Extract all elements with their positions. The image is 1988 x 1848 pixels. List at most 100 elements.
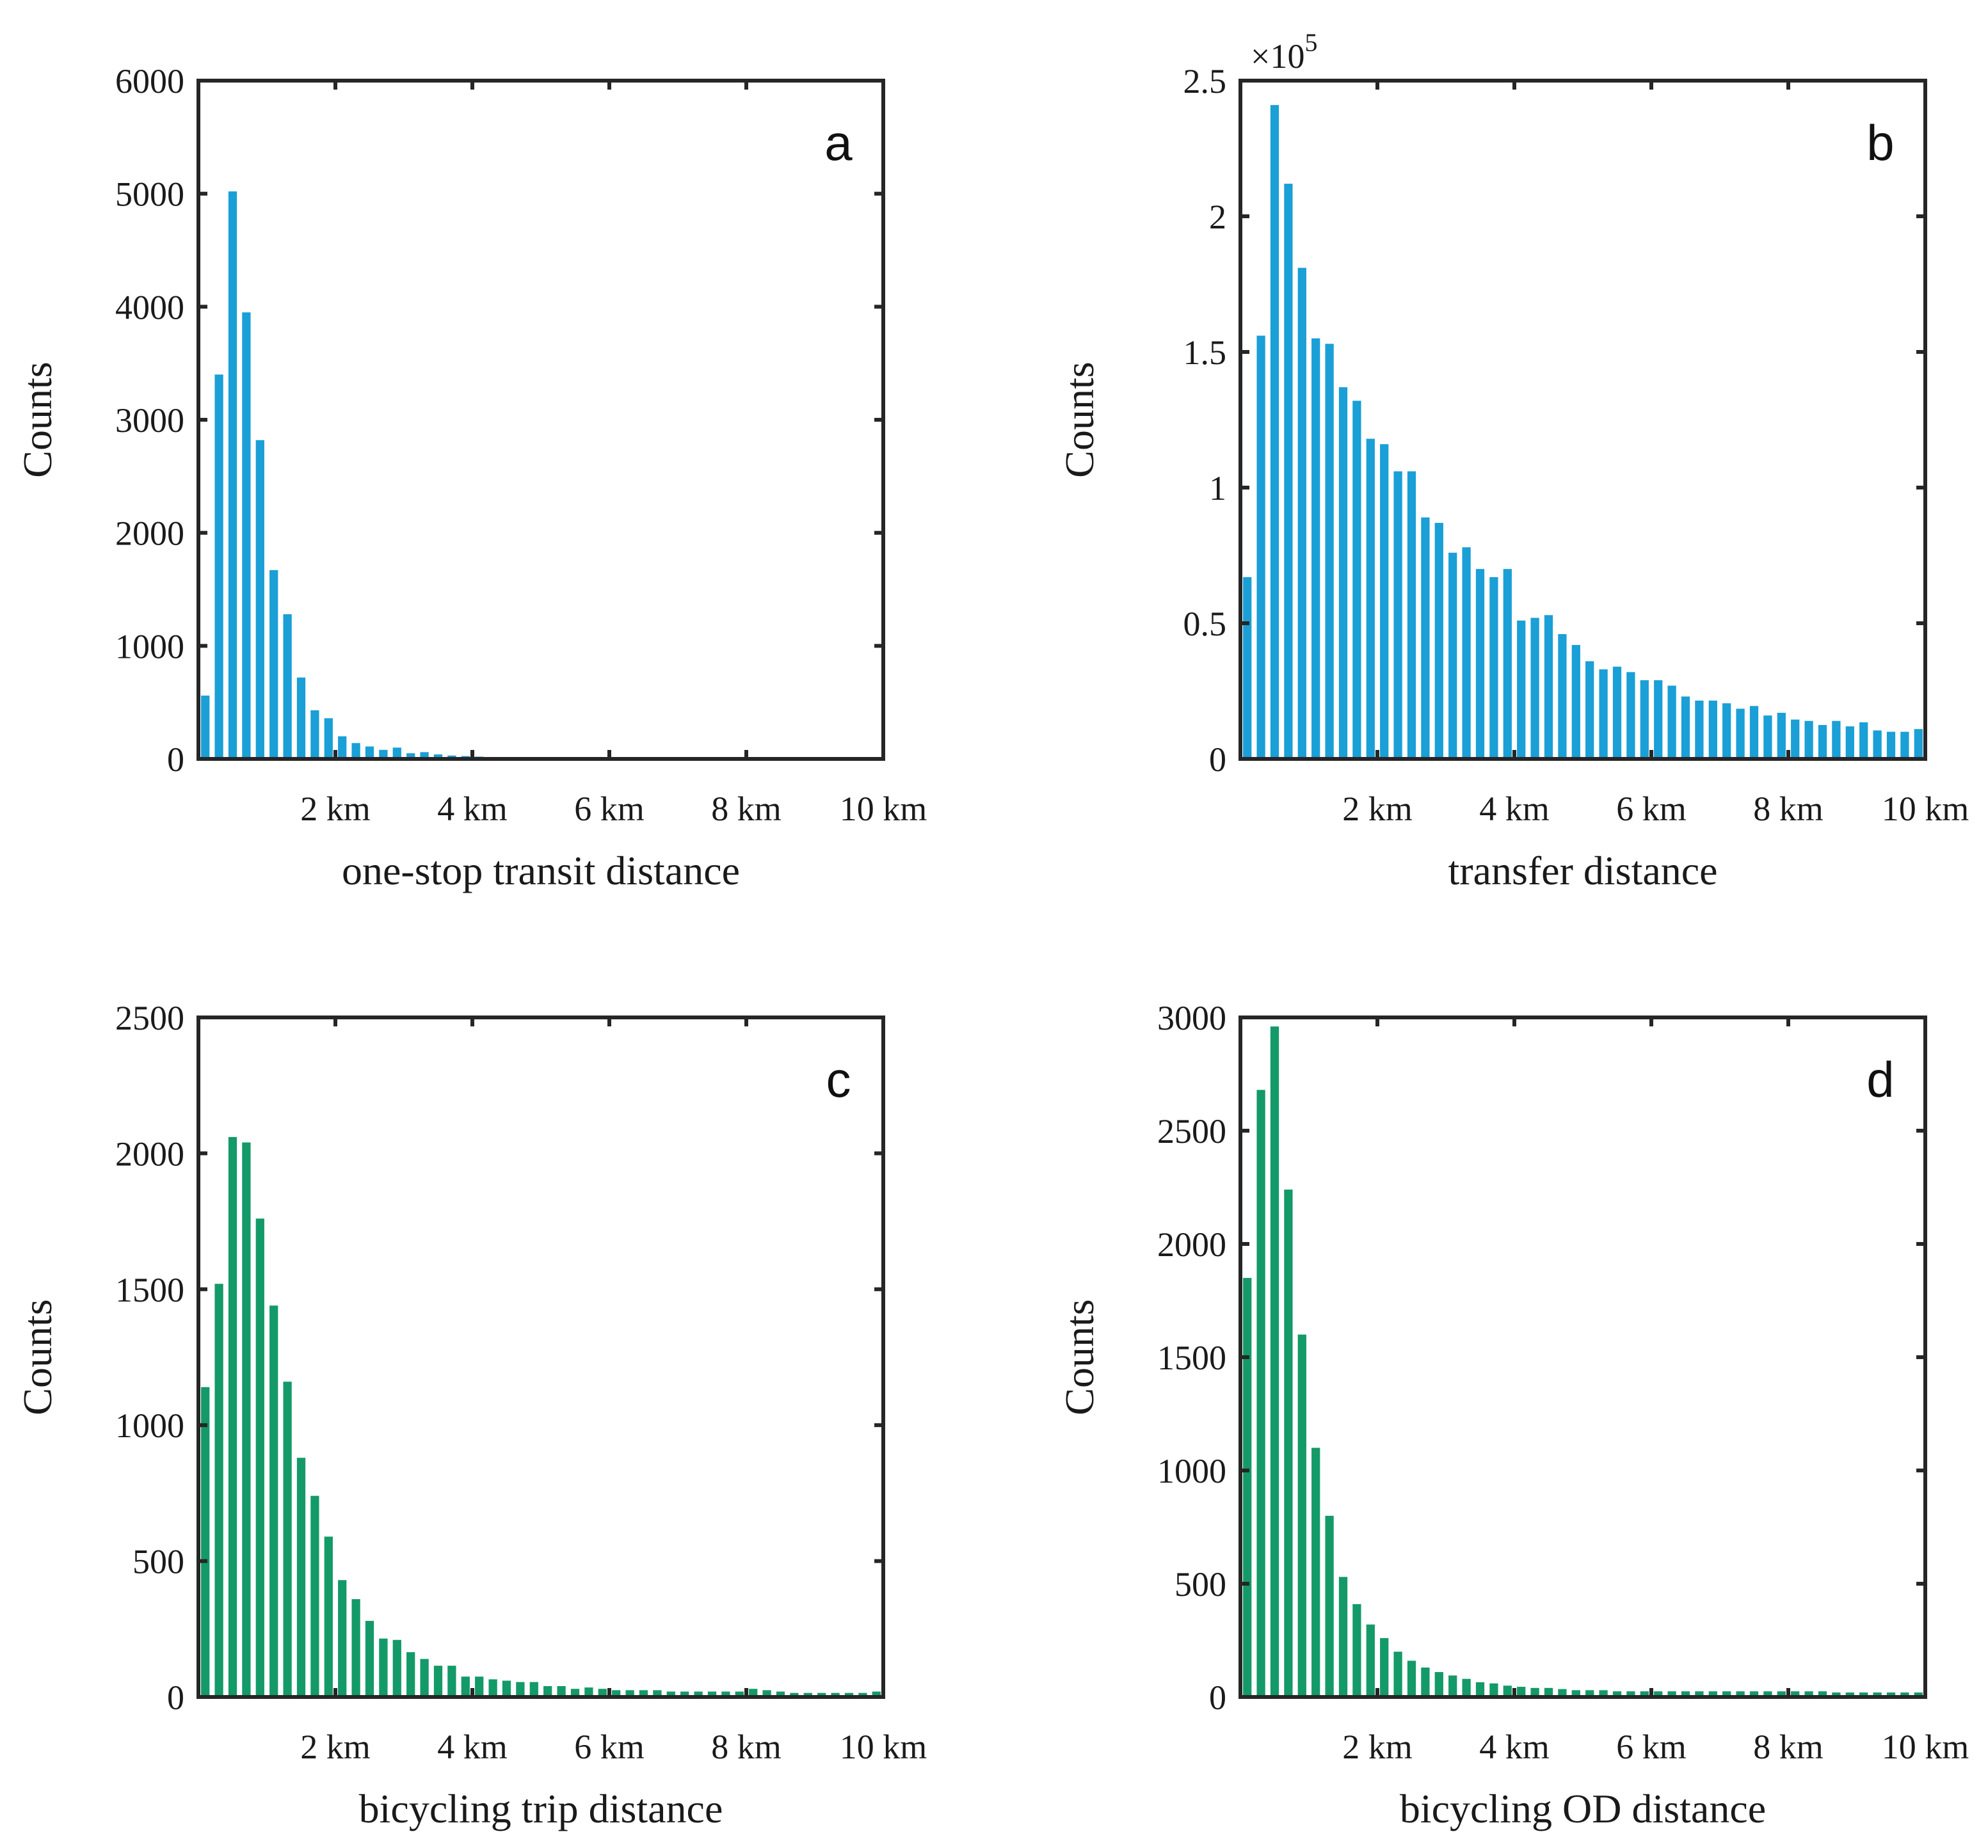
bar-b-26 [1599, 669, 1608, 759]
x-tick-label-c-2: 6 km [574, 1728, 645, 1766]
bar-d-39 [1777, 1691, 1786, 1697]
bar-d-0 [1243, 1278, 1252, 1697]
bar-c-24 [529, 1682, 538, 1697]
y-tick-label-a-2: 2000 [115, 514, 184, 553]
bar-c-20 [475, 1677, 484, 1697]
x-tick-label-c-1: 4 km [437, 1728, 508, 1766]
bar-b-29 [1640, 680, 1649, 759]
bar-a-6 [283, 614, 292, 759]
bar-b-4 [1297, 267, 1306, 759]
bar-b-9 [1366, 438, 1375, 759]
bar-c-17 [433, 1666, 443, 1697]
bar-b-12 [1407, 471, 1416, 759]
bar-d-30 [1654, 1691, 1663, 1697]
bar-d-7 [1338, 1577, 1348, 1697]
bar-b-24 [1571, 644, 1580, 759]
bar-c-26 [557, 1686, 566, 1697]
bar-b-47 [1886, 731, 1896, 759]
bar-b-30 [1654, 680, 1663, 759]
bar-c-15 [406, 1652, 415, 1697]
panel-c: 0 500 1000 1500 2000 2500 2 km 4 km 6 km 8 km 10 k… [15, 999, 927, 1831]
bar-d-24 [1571, 1690, 1580, 1697]
bar-b-1 [1256, 335, 1265, 759]
bar-d-25 [1585, 1690, 1594, 1697]
panel-b: 0 0.5 1 1.5 2 2.5 2 km 4 km 6 km 8 km 10 km transfe… [1057, 28, 1969, 893]
bar-c-45 [817, 1693, 826, 1697]
y-tick-label-b-2: 1 [1209, 469, 1226, 507]
bar-d-20 [1517, 1687, 1526, 1697]
y-tick-label-d-5: 2500 [1157, 1112, 1226, 1151]
bar-c-5 [269, 1305, 278, 1697]
x-tick-label-d-0: 2 km [1342, 1728, 1413, 1766]
bar-b-16 [1462, 547, 1471, 759]
y-tick-label-b-0: 0 [1209, 740, 1226, 779]
bar-c-36 [694, 1691, 703, 1697]
bar-d-43 [1832, 1692, 1841, 1697]
panel-d: 0 500 1000 1500 2000 2500 3000 2 km 4 km 6 km 8 km… [1057, 999, 1969, 1831]
axes-box-a [196, 79, 885, 761]
bar-d-18 [1489, 1683, 1498, 1697]
bar-b-8 [1352, 401, 1361, 759]
bar-c-16 [420, 1659, 429, 1697]
y-axis-title-c: Counts [15, 1299, 60, 1415]
panel-letter-d: d [1866, 1051, 1894, 1108]
bar-b-28 [1626, 672, 1635, 759]
y-exponent-base: ×10 [1251, 37, 1304, 76]
bar-c-27 [570, 1689, 580, 1697]
bar-d-44 [1845, 1692, 1854, 1697]
bar-d-19 [1503, 1685, 1512, 1697]
bar-b-18 [1489, 577, 1498, 759]
bar-d-23 [1558, 1689, 1567, 1697]
bar-d-29 [1640, 1691, 1649, 1697]
x-tick-label-b-2: 6 km [1616, 790, 1687, 828]
bar-b-0 [1243, 577, 1252, 759]
bar-d-2 [1270, 1026, 1279, 1697]
x-tick-label-a-4: 10 km [840, 790, 927, 828]
x-tick-label-c-0: 2 km [300, 1728, 371, 1766]
bar-a-10 [338, 736, 347, 759]
x-tick-label-b-0: 2 km [1342, 790, 1413, 828]
bar-c-3 [242, 1142, 251, 1697]
bar-c-44 [803, 1693, 812, 1697]
panel-letter-b: b [1866, 115, 1894, 171]
bar-d-11 [1393, 1652, 1402, 1697]
bar-b-34 [1708, 700, 1717, 759]
bar-c-13 [379, 1638, 388, 1697]
bar-d-31 [1667, 1691, 1676, 1697]
bar-d-12 [1407, 1661, 1416, 1697]
panel-a: 0 1000 2000 3000 4000 5000 6000 2 km 4 km 6 km 8 k… [15, 62, 927, 893]
bar-c-40 [749, 1689, 758, 1697]
bar-c-9 [324, 1536, 333, 1697]
bar-b-41 [1804, 721, 1813, 759]
bar-c-39 [735, 1691, 744, 1697]
y-tick-label-c-1: 500 [132, 1543, 184, 1581]
x-tick-label-d-2: 6 km [1616, 1728, 1687, 1766]
bar-b-35 [1722, 703, 1731, 759]
bar-b-33 [1695, 700, 1704, 759]
bar-b-36 [1736, 708, 1745, 759]
bar-c-33 [653, 1690, 662, 1697]
bar-b-48 [1900, 731, 1909, 759]
bar-b-19 [1503, 569, 1512, 759]
bar-b-3 [1284, 184, 1293, 759]
y-tick-label-d-4: 2000 [1157, 1225, 1226, 1264]
bar-d-34 [1708, 1691, 1717, 1697]
bar-c-10 [338, 1580, 347, 1697]
bar-b-45 [1859, 722, 1868, 759]
bar-b-2 [1270, 105, 1279, 759]
x-tick-label-b-1: 4 km [1479, 790, 1550, 828]
bar-b-38 [1763, 715, 1772, 759]
bar-b-15 [1448, 552, 1457, 759]
bar-d-27 [1612, 1691, 1622, 1697]
bar-b-21 [1530, 617, 1539, 759]
x-tick-label-b-4: 10 km [1882, 790, 1969, 828]
y-exponent-label-b: ×105 [1251, 28, 1317, 76]
bar-d-16 [1462, 1678, 1471, 1697]
bar-d-32 [1681, 1691, 1690, 1697]
bar-c-38 [721, 1691, 730, 1697]
bar-d-28 [1626, 1691, 1635, 1697]
bar-d-36 [1736, 1691, 1745, 1697]
bar-c-35 [680, 1691, 689, 1697]
x-tick-label-c-3: 8 km [711, 1728, 782, 1766]
